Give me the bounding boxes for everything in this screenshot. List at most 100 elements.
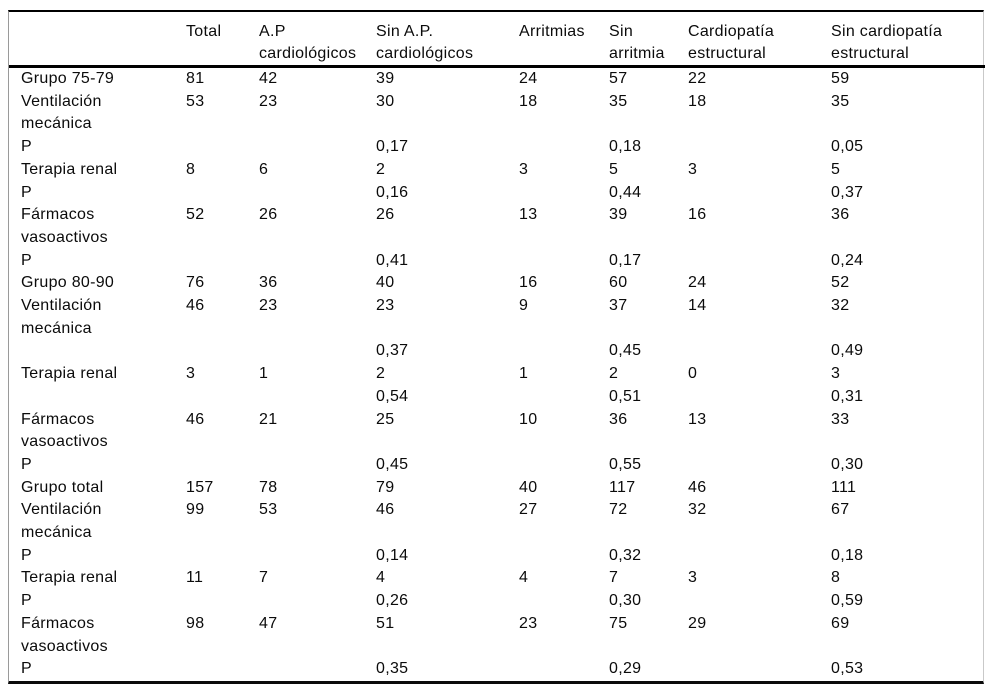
cell: 79 (376, 478, 395, 496)
table-row: Terapia renal 11 7 4 4 7 3 8 (9, 567, 985, 590)
cell (519, 545, 609, 568)
cell: 0,32 (609, 546, 642, 564)
cell: 5 (609, 160, 619, 178)
cell: 24 (519, 70, 538, 87)
cell: 0,30 (609, 592, 642, 610)
row-label: Fármacos vasoactivos (21, 614, 108, 655)
cell (259, 454, 376, 477)
cell: 0,49 (831, 342, 864, 360)
cell (519, 454, 609, 477)
cell (259, 658, 376, 681)
table-row: P 0,45 0,55 0,30 (9, 454, 985, 477)
cell (519, 590, 609, 613)
cell: 18 (688, 92, 707, 110)
row-label: P (21, 592, 32, 610)
cell: 23 (259, 92, 278, 110)
column-header: Total (186, 12, 259, 68)
cell: 0 (688, 365, 698, 383)
cell (688, 340, 831, 363)
cell: 0,45 (609, 342, 642, 360)
cell: 35 (609, 92, 628, 110)
cell: 0,37 (376, 342, 409, 360)
cell (259, 590, 376, 613)
cell: 16 (688, 206, 707, 224)
row-label: Terapia renal (21, 365, 118, 383)
cell: 0,35 (376, 660, 409, 678)
row-label (9, 386, 186, 409)
cell: 0,59 (831, 592, 864, 610)
table-row: Grupo 75-79 81 42 39 24 57 22 59 (9, 67, 985, 91)
cell: 1 (259, 365, 269, 383)
results-table: Total A.P cardiológicos Sin A.P. cardiológ… (9, 12, 985, 681)
table-row: Terapia renal 8 6 2 3 5 3 5 (9, 159, 985, 182)
cell: 0,18 (831, 546, 864, 564)
cell: 33 (831, 410, 850, 428)
column-header: Sin cardiopatía estructural (831, 12, 985, 68)
cell: 2 (376, 160, 386, 178)
cell (259, 136, 376, 159)
cell: 3 (688, 160, 698, 178)
cell: 4 (519, 569, 529, 587)
cell: 9 (519, 297, 529, 315)
row-label: P (21, 660, 32, 678)
cell: 13 (688, 410, 707, 428)
cell: 52 (186, 206, 205, 224)
cell: 14 (688, 297, 707, 315)
cell: 10 (519, 410, 538, 428)
cell: 8 (186, 160, 196, 178)
cell: 2 (376, 365, 386, 383)
cell: 26 (376, 206, 395, 224)
table-row: Fármacos vasoactivos 98 47 51 23 75 29 69 (9, 613, 985, 658)
row-label: Grupo 80-90 (21, 274, 115, 292)
cell: 11 (186, 569, 204, 587)
cell: 0,51 (609, 387, 642, 405)
cell: 42 (259, 70, 278, 87)
row-label: Ventilación mecánica (21, 297, 102, 337)
row-label: Ventilación mecánica (21, 501, 102, 542)
cell: 4 (376, 569, 386, 587)
cell: 23 (519, 614, 538, 632)
cell: 39 (376, 70, 395, 87)
table-row: P 0,41 0,17 0,24 (9, 250, 985, 273)
cell: 3 (831, 365, 841, 383)
cell: 47 (259, 614, 278, 632)
cell: 13 (519, 206, 538, 224)
table-row: Ventilación mecánica 46 23 23 9 37 14 32 (9, 295, 985, 340)
column-header: Sin arritmia (609, 12, 688, 68)
cell (186, 386, 259, 409)
cell: 0,45 (376, 455, 409, 473)
table-row: Fármacos vasoactivos 52 26 26 13 39 16 36 (9, 204, 985, 249)
cell: 72 (609, 501, 628, 519)
cell: 111 (831, 478, 857, 496)
row-label: Ventilación mecánica (21, 92, 102, 133)
cell: 21 (259, 410, 278, 428)
cell (186, 545, 259, 568)
row-label: Grupo total (21, 478, 104, 496)
cell: 117 (609, 478, 636, 496)
cell (186, 590, 259, 613)
row-label: Terapia renal (21, 569, 118, 587)
cell: 23 (259, 297, 278, 315)
cell: 78 (259, 478, 278, 496)
cell: 59 (831, 70, 850, 87)
table-row: 0,37 0,45 0,49 (9, 340, 985, 363)
column-header: Arritmias (519, 12, 609, 68)
cell: 0,31 (831, 387, 864, 405)
cell: 60 (609, 274, 628, 292)
cell: 30 (376, 92, 395, 110)
table-row: Grupo 80-90 76 36 40 16 60 24 52 (9, 272, 985, 295)
row-label: Grupo 75-79 (21, 70, 115, 87)
cell: 98 (186, 614, 205, 632)
cell: 18 (519, 92, 538, 110)
table-row: Ventilación mecánica 99 53 46 27 72 32 67 (9, 499, 985, 544)
row-label: P (21, 183, 32, 201)
row-label: P (21, 546, 32, 564)
cell: 39 (609, 206, 628, 224)
cell (519, 386, 609, 409)
cell: 0,17 (609, 251, 642, 269)
cell (519, 340, 609, 363)
cell (688, 182, 831, 205)
cell: 16 (519, 274, 538, 292)
cell: 23 (376, 297, 395, 315)
cell (259, 182, 376, 205)
